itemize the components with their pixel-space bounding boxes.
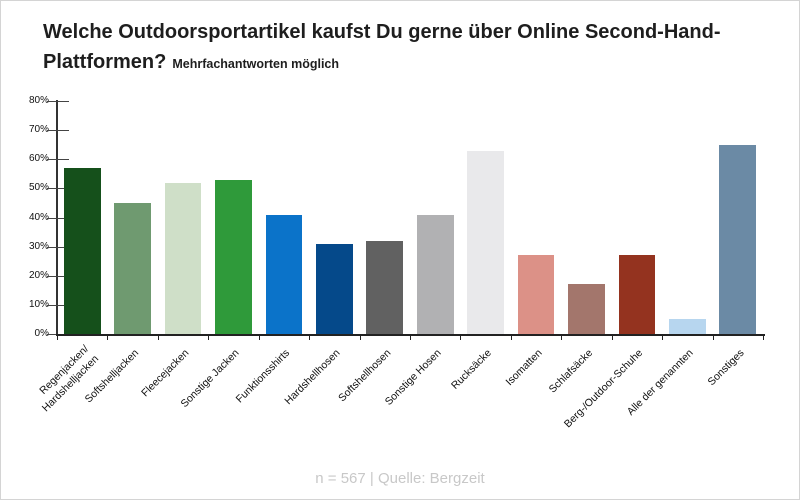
x-axis-tick — [712, 335, 714, 340]
y-axis-tick — [47, 246, 69, 248]
bar-4 — [215, 179, 252, 334]
bar-10 — [517, 255, 555, 334]
x-axis-tick — [662, 335, 664, 340]
y-axis-tick-label: 20% — [28, 269, 49, 281]
bar-13 — [668, 319, 706, 334]
x-axis-tick — [763, 335, 764, 340]
x-axis-label-text: Rucksäcke — [449, 347, 495, 392]
x-axis-tick — [561, 335, 563, 340]
x-axis-tick — [208, 335, 210, 340]
x-axis-tick — [107, 335, 109, 340]
bar-3 — [164, 182, 202, 334]
bar-9 — [467, 150, 505, 334]
x-axis-tick — [510, 335, 512, 340]
bar-5 — [265, 214, 303, 334]
bar-8 — [416, 214, 454, 334]
x-axis-tick — [460, 335, 462, 340]
y-axis-tick — [47, 159, 69, 161]
y-axis-tick-label: 50% — [28, 182, 49, 194]
x-axis-label-text: Isomatten — [503, 347, 545, 389]
y-axis-tick — [47, 304, 69, 306]
y-axis-tick — [47, 217, 69, 219]
y-axis-tick-label: 10% — [28, 298, 49, 310]
x-axis-tick — [410, 335, 411, 340]
y-axis-tick-label: 40% — [28, 211, 49, 223]
source-note: n = 567 | Quelle: Bergzeit — [315, 470, 485, 487]
x-axis-tick — [309, 335, 311, 340]
x-axis-tick — [258, 335, 260, 340]
y-axis-tick — [47, 188, 69, 190]
y-axis-tick-label: 80% — [28, 95, 49, 106]
chart-title-text: Welche Outdoorsportartikel kaufst Du ger… — [43, 21, 721, 73]
bar-14 — [719, 144, 757, 334]
y-axis-tick-label: 70% — [28, 124, 49, 136]
bar-12 — [618, 255, 656, 334]
x-axis-tick — [359, 335, 361, 340]
x-axis-label-text: Sonstiges — [705, 347, 747, 389]
x-axis-tick — [611, 335, 613, 340]
x-axis-tick — [157, 335, 159, 340]
bar-7 — [366, 240, 404, 334]
y-axis-tick-label: 60% — [28, 153, 49, 165]
x-axis-tick — [57, 335, 58, 340]
bar-1 — [63, 167, 101, 334]
y-axis-tick-label: 0% — [34, 328, 49, 339]
bar-6 — [315, 243, 353, 334]
chart-title: Welche Outdoorsportartikel kaufst Du ger… — [43, 17, 773, 77]
y-axis-tick — [47, 130, 69, 132]
y-axis-tick — [47, 275, 69, 277]
bar-11 — [568, 284, 605, 334]
y-axis-tick-label: 30% — [28, 240, 49, 252]
x-axis-label-text: Fleecejacken — [139, 347, 192, 400]
chart-subtitle: Mehrfachantworten möglich — [172, 57, 340, 71]
x-axis-label-text: Schlafsäcke — [546, 347, 595, 396]
y-axis-tick — [47, 101, 69, 102]
bar-2 — [114, 202, 152, 334]
